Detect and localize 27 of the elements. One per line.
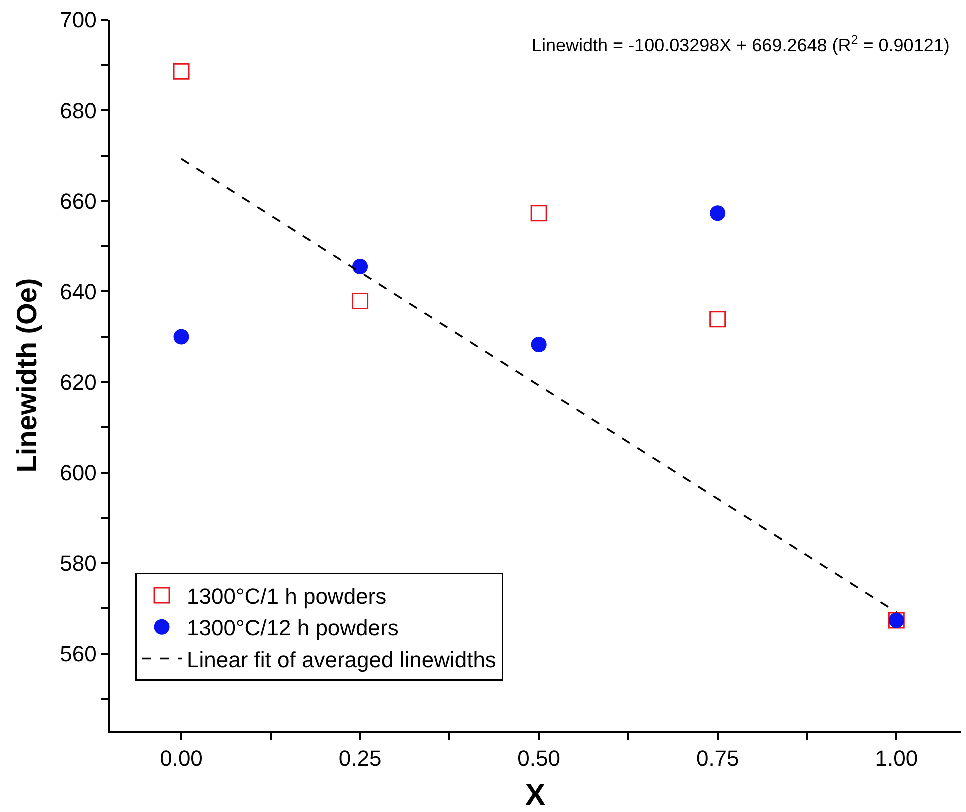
legend-label: Linear fit of averaged linewidths — [187, 647, 496, 672]
point — [531, 336, 547, 352]
point — [174, 329, 190, 345]
y-tick-label: 660 — [60, 188, 97, 214]
y-tick-label: 600 — [60, 460, 97, 486]
y-tick-label: 620 — [60, 370, 97, 395]
x-tick-label: 0.25 — [338, 746, 382, 772]
point — [352, 292, 369, 310]
point — [173, 63, 190, 80]
y-tick-label: 640 — [60, 279, 97, 304]
legend-label: 1300°C/12 h powders — [187, 616, 399, 641]
y-tick-label: 700 — [60, 8, 97, 33]
x-tick-label: 0.00 — [160, 746, 203, 772]
point — [710, 311, 726, 328]
point — [530, 205, 548, 222]
point — [710, 206, 726, 222]
x-axis-title: X — [525, 779, 546, 812]
x-tick-label: 0.75 — [696, 746, 740, 772]
x-tick-label: 0.50 — [518, 746, 560, 772]
y-axis-title: Linewidth (Oe) — [11, 278, 42, 473]
annotation: Linewidth = -100.03298X + 669.2648 (R$^{2}$ = 0.90121) — [532, 33, 950, 56]
y-tick-label: 560 — [60, 642, 97, 667]
point — [352, 259, 368, 275]
y-tick-label: 680 — [60, 98, 97, 124]
legend-label: 1300°C/1 h powders — [187, 584, 387, 610]
x-tick-label: 1.00 — [875, 746, 918, 772]
y-tick-label: 580 — [60, 551, 97, 576]
